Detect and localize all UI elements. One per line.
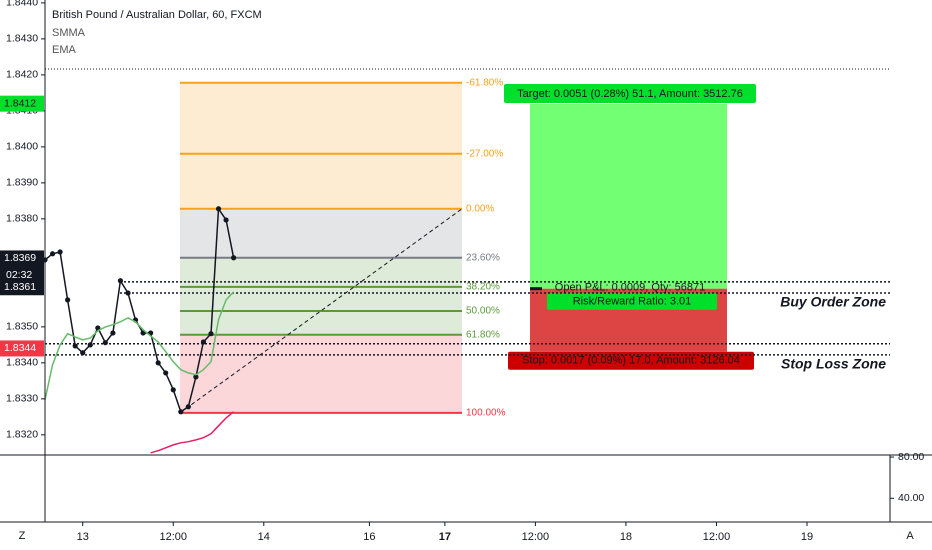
price-point xyxy=(125,290,131,296)
price-point xyxy=(178,409,184,415)
series-line xyxy=(150,411,235,454)
y-tick-label: 1.8380 xyxy=(6,213,38,225)
fib-label: 38.20% xyxy=(466,282,500,293)
auto-button[interactable]: A xyxy=(906,530,914,542)
x-tick-label: 13 xyxy=(77,531,89,543)
price-point xyxy=(102,340,108,346)
zoom-button[interactable]: Z xyxy=(19,530,26,542)
fib-label: 23.60% xyxy=(466,252,500,263)
price-point xyxy=(163,370,169,376)
x-tick-label: 12:00 xyxy=(159,531,187,543)
x-tick-label: 17 xyxy=(439,531,451,543)
y-tick-label: 1.8320 xyxy=(6,429,38,441)
x-tick-label: 19 xyxy=(801,531,813,543)
y-tick-label: 1.8420 xyxy=(6,69,38,81)
x-tick-label: 12:00 xyxy=(703,531,731,543)
countdown: 02:32 xyxy=(6,269,32,281)
y-tick-label: 1.8350 xyxy=(6,321,38,333)
price-badge xyxy=(0,340,44,357)
price-point xyxy=(87,342,93,348)
y-tick-label: 1.8340 xyxy=(6,357,38,369)
fib-fill xyxy=(180,82,462,154)
price-point xyxy=(110,330,116,336)
fib-fill xyxy=(180,286,462,312)
price-point xyxy=(200,339,207,345)
target-label-box xyxy=(504,84,756,104)
x-tick-label: 16 xyxy=(363,531,375,543)
x-tick-label: 18 xyxy=(620,531,632,543)
price-point xyxy=(185,404,191,410)
price-point xyxy=(215,206,222,212)
fib-label: -27.00% xyxy=(466,148,503,159)
price-point xyxy=(49,251,56,257)
legend-entry: SMMA xyxy=(52,27,86,39)
price-point xyxy=(80,350,86,356)
chart-title: British Pound / Australian Dollar, 60, F… xyxy=(52,9,262,21)
pane-tick-label: 40.00 xyxy=(898,492,924,504)
price-point xyxy=(65,297,71,303)
price-point xyxy=(72,343,78,349)
x-tick-label: 14 xyxy=(258,531,270,543)
fib-label: 61.80% xyxy=(466,329,500,340)
fib-fill xyxy=(180,334,462,413)
stop-label-box xyxy=(508,351,754,370)
price-badge-label: 1.8361 xyxy=(4,281,36,293)
fib-fill xyxy=(180,208,462,258)
x-tick-label: 12:00 xyxy=(522,531,550,543)
ratio-label: Risk/Reward Ratio: 3.01 xyxy=(573,296,692,308)
price-point xyxy=(117,278,124,284)
fib-label: -61.80% xyxy=(466,77,503,88)
y-tick-label: 1.8330 xyxy=(6,393,38,405)
series-line xyxy=(44,291,235,401)
ratio-label-box xyxy=(547,292,717,310)
profit-zone xyxy=(530,104,727,289)
price-point xyxy=(57,249,63,255)
y-tick-label: 1.8400 xyxy=(6,141,38,153)
zone-label: Stop Loss Zone xyxy=(781,356,886,372)
legend-entry: EMA xyxy=(52,44,77,56)
price-badge xyxy=(0,250,44,285)
price-point xyxy=(231,255,237,261)
price-point xyxy=(223,217,229,223)
fib-fill xyxy=(180,153,462,209)
target-label: Target: 0.0051 (0.28%) 51.1, Amount: 351… xyxy=(517,88,743,100)
price-badge-label: 1.8344 xyxy=(4,342,36,354)
y-tick-label: 1.8430 xyxy=(6,33,38,45)
price-badge-label: 1.8369 xyxy=(4,252,36,264)
stop-label: Stop: 0.0017 (0.09%) 17.0, Amount: 3126.… xyxy=(522,355,740,367)
y-tick-label: 1.8390 xyxy=(6,177,38,189)
price-point xyxy=(170,387,176,393)
fib-label: 0.00% xyxy=(466,203,494,214)
price-point xyxy=(155,360,161,366)
price-point xyxy=(193,374,199,380)
fib-label: 50.00% xyxy=(466,306,500,317)
fib-trend xyxy=(179,208,463,414)
zone-label: Buy Order Zone xyxy=(780,294,886,310)
fib-label: 100.00% xyxy=(466,408,506,419)
pnl-label: Open P&L: 0.0009, Qty: 56871 xyxy=(555,282,705,294)
price-badge xyxy=(0,279,44,296)
price-point xyxy=(208,331,214,337)
fib-fill xyxy=(180,311,462,335)
pane-tick-label: 80.00 xyxy=(898,451,924,463)
y-tick-label: 1.8440 xyxy=(6,0,38,9)
price-badge xyxy=(0,95,44,112)
price-point xyxy=(95,325,101,331)
price-badge-label: 1.8412 xyxy=(4,97,36,109)
